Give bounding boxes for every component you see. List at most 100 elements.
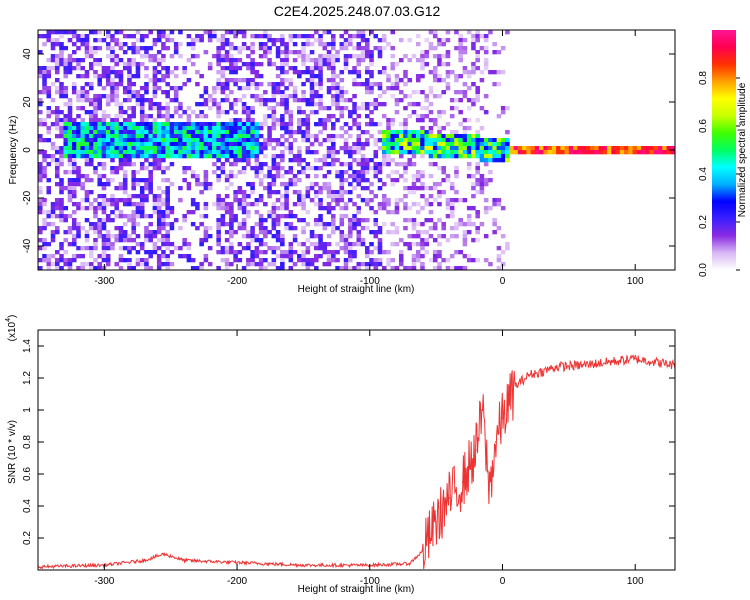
spectrogram-cell (131, 74, 136, 79)
spectrogram-cell (309, 234, 315, 239)
spectrogram-cell (127, 46, 132, 51)
spectrogram-cell (343, 90, 349, 95)
spectrogram-cell (156, 50, 162, 55)
spectrogram-cell (135, 70, 141, 75)
spectrogram-cell (466, 222, 472, 227)
spectrogram-cell (377, 226, 383, 231)
spectrogram-cell (271, 138, 277, 143)
spectrogram-cell (348, 198, 353, 203)
spectrogram-cell (280, 214, 285, 219)
spectrogram-cell (135, 258, 141, 263)
spectrogram-cell (360, 146, 366, 151)
spectrogram-cell (216, 266, 221, 271)
spectrogram-cell (156, 238, 162, 243)
spectrogram-cell (364, 226, 370, 231)
spectrogram-cell (314, 266, 319, 271)
spectrogram-cell (195, 226, 200, 231)
spectrogram-cell (258, 230, 264, 235)
spectrogram-cell (428, 226, 434, 231)
spectrogram-cell (522, 146, 527, 151)
spectrogram-cell (500, 158, 506, 163)
spectrogram-cell (97, 82, 102, 87)
spectrogram-cell (190, 202, 196, 207)
spectrogram-cell (343, 142, 349, 147)
spectrogram-cell (80, 34, 86, 39)
spectrogram-cell (54, 250, 60, 255)
spectrogram-cell (356, 150, 362, 155)
spectrogram-cell (475, 182, 480, 187)
spectrogram-cell (424, 38, 429, 43)
spectrogram-cell (356, 74, 362, 79)
spectrogram-cell (335, 250, 340, 255)
spectrogram-cell (54, 62, 60, 67)
spectrogram-cell (492, 218, 497, 223)
spectrogram-cell (284, 190, 289, 195)
spectrogram-cell (122, 150, 128, 155)
spectrogram-cell (101, 94, 107, 99)
spectrogram-cell (326, 250, 332, 255)
spectrogram-cell (67, 126, 73, 131)
spectrogram-cell (305, 58, 311, 63)
spectrogram-cell (318, 218, 323, 223)
snr-y-tick-label: 1.4 (22, 339, 33, 353)
spectrogram-cell (161, 150, 166, 155)
spectrogram-cell (195, 174, 200, 179)
spectrogram-cell (76, 166, 81, 171)
spectrogram-cell (343, 146, 349, 151)
spectrogram-cell (254, 262, 260, 267)
spectrogram-cell (449, 106, 455, 111)
spectrogram-cell (50, 158, 56, 163)
spectrogram-cell (381, 154, 387, 159)
spectrogram-cell (144, 134, 149, 139)
spectrogram-cell (335, 98, 340, 103)
spectrogram-cell (543, 146, 548, 151)
spectrogram-cell (331, 222, 336, 227)
spectrogram-cell (237, 86, 243, 91)
spectrogram-cell (84, 134, 90, 139)
spectrogram-cell (110, 86, 115, 91)
spectrogram-cell (110, 38, 115, 43)
spectrogram-cell (280, 90, 285, 95)
spectrogram-cell (241, 118, 247, 123)
spectrogram-cell (207, 122, 213, 127)
spectrogram-cell (373, 258, 379, 263)
spectrogram-cell (280, 174, 285, 179)
spectrogram-cell (152, 202, 158, 207)
spectrogram-cell (229, 126, 234, 131)
spectrogram-cell (356, 170, 362, 175)
spectrogram-cell (437, 54, 442, 59)
spectrogram-cell (105, 78, 111, 83)
spectrogram-cell (318, 142, 323, 147)
spectrogram-cell (517, 146, 523, 151)
spectrogram-cell (258, 194, 264, 199)
spectrogram-cell (178, 186, 183, 191)
spectrogram-cell (97, 38, 102, 43)
spectrogram-cell (335, 74, 340, 79)
spectrogram-cell (424, 106, 429, 111)
spectrogram-cell (339, 182, 345, 187)
spectrogram-cell (318, 58, 323, 63)
spectrogram-cell (127, 90, 132, 95)
spectrogram-cell (479, 126, 485, 131)
spectrogram-cell (114, 226, 119, 231)
spectrogram-cell (156, 62, 162, 67)
spectrogram-cell (394, 78, 400, 83)
spectrogram-cell (135, 126, 141, 131)
spectrogram-cell (658, 150, 663, 155)
spectrogram-cell (110, 34, 115, 39)
spectrogram-cell (381, 138, 387, 143)
spectrogram-cell (199, 214, 204, 219)
spectrogram-cell (233, 162, 238, 167)
spectrogram-cell (220, 130, 226, 135)
spectrogram-cell (127, 162, 132, 167)
spectrogram-cell (182, 170, 187, 175)
spectrogram-cell (348, 222, 353, 227)
spectrogram-cell (403, 186, 408, 191)
spectrogram-cell (59, 158, 64, 163)
spectrogram-cell (288, 178, 294, 183)
spectrogram-cell (275, 166, 281, 171)
spectrogram-cell (458, 146, 463, 151)
spectrogram-cell (199, 38, 204, 43)
spectrogram-cell (364, 38, 370, 43)
spectrogram-cell (343, 202, 349, 207)
